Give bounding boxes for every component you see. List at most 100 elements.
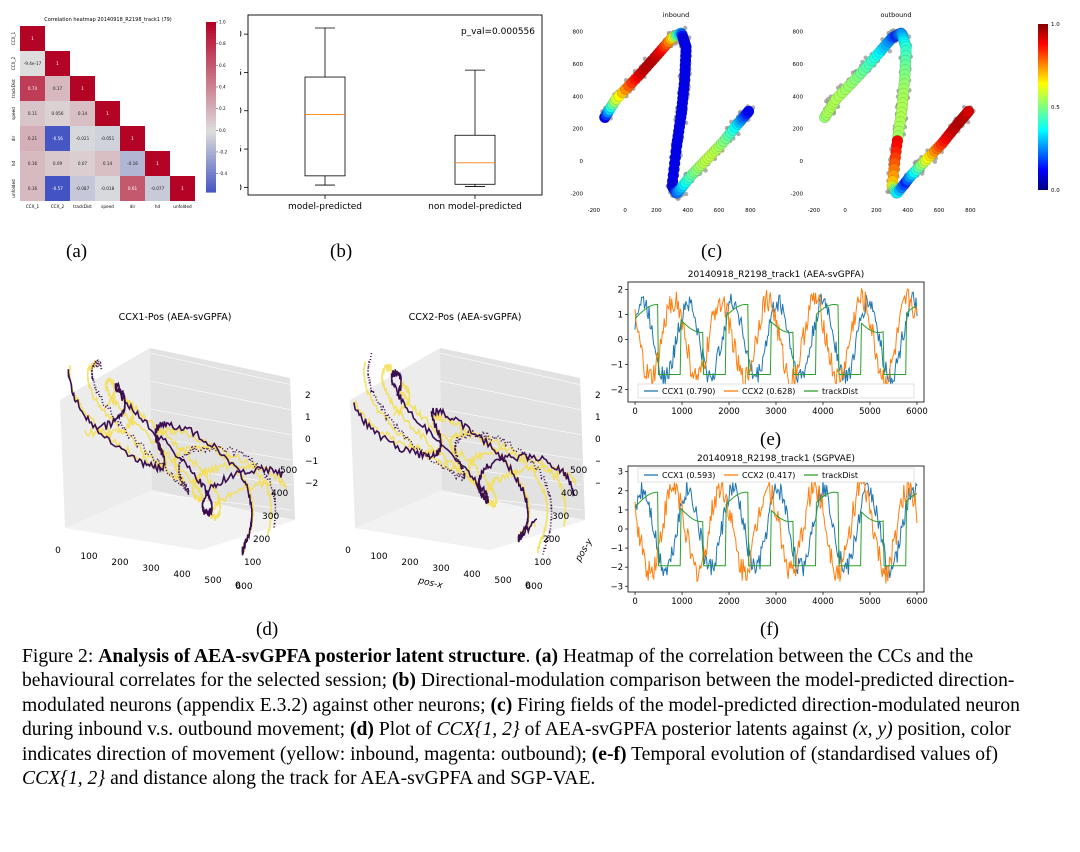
colorbar-segment	[206, 175, 216, 179]
heatmap-cell-value: 1	[106, 111, 109, 116]
y-tick-label: 400	[793, 94, 804, 100]
heatmap-cell	[20, 176, 45, 201]
x-tick-label: 5000	[859, 407, 881, 417]
z-tick-label: −1	[305, 457, 318, 467]
colorbar-segment	[206, 70, 216, 74]
heatmap-cell	[70, 76, 95, 101]
x-tick-label: 4000	[812, 407, 834, 417]
x-tick-label: 0	[632, 597, 637, 607]
rate-dot	[742, 105, 755, 117]
heatmap-cell-value: 0.16	[28, 161, 38, 166]
x-tick-label: 600	[235, 582, 252, 592]
grid-line	[149, 436, 293, 461]
heatmap-column-label: hd	[155, 204, 161, 209]
outbound-trajectory	[91, 358, 277, 529]
colorbar-segment	[206, 155, 216, 159]
timeseries-aea-panel: 20140918_R2198_track1 (AEA-svGPFA) 0 1000 2…	[610, 270, 927, 417]
colorbar-segment	[206, 158, 216, 162]
heatmap-row-label: speed	[11, 107, 16, 120]
colorbar-segment	[206, 87, 216, 91]
colorbar-tick-label: 1.0	[1051, 22, 1060, 28]
plot-frame	[627, 465, 925, 593]
colorbar-segment	[206, 78, 216, 83]
colorbar-segment	[206, 138, 216, 142]
caption-d-text2: of AEA-svGPFA posterior latents against	[519, 719, 853, 741]
x-tick-label: -200	[588, 208, 601, 213]
colorbar-tick-label: 0.0	[1051, 188, 1060, 194]
inbound-trajectory	[84, 395, 273, 522]
colorbar-segment	[206, 186, 216, 190]
colorbar-segment	[206, 115, 216, 119]
heatmap-cell-value: -0.16	[127, 161, 138, 166]
heatmap-cell-value: -0.087	[76, 186, 90, 191]
colorbar-segment	[206, 189, 216, 193]
x-tick-label: 400	[682, 208, 693, 213]
z-tick-label: −2	[595, 479, 600, 489]
sublabel-f: (f)	[760, 619, 779, 640]
heatmap-cell	[45, 51, 70, 76]
sublabel-b: (b)	[330, 241, 353, 262]
caption-d-label: (d)	[350, 719, 374, 741]
colorbar-segment	[206, 143, 216, 148]
legend-label: CCX1 (0.593)	[662, 471, 715, 480]
colorbar-tick-label: 1.0	[219, 20, 226, 25]
colorbar-tick-label: 0.8	[219, 41, 226, 46]
colorbar-segment	[206, 166, 216, 170]
timeseries-aea-plot: 20140918_R2198_track1 (AEA-svGPFA) 0 1000 2…	[610, 270, 927, 417]
heatmap-column-labels: CCX_1 CCX_2 trackDist speed dir hd unfolded	[26, 204, 192, 209]
z-tick-label: −2	[305, 479, 318, 489]
x-axis-label: pos-x	[416, 576, 444, 591]
plot-title: 20140918_R2198_track1 (AEA-svGPFA)	[688, 270, 864, 280]
colorbar-segment	[206, 126, 216, 131]
colorbar-segment	[206, 121, 216, 125]
colorbar-segment	[206, 24, 216, 29]
heatmap-panel: Correlation heatmap 20140918_R2198_track…	[11, 17, 228, 209]
box	[304, 76, 346, 177]
colorbar-segment	[206, 132, 216, 136]
colorbar-segment	[206, 61, 216, 66]
y-axis-label: pos-y	[573, 537, 595, 565]
legend: CCX1 (0.790) CCX2 (0.628) trackDist	[637, 383, 915, 399]
inbound-trajectory	[86, 359, 273, 536]
y-tick-label: 100	[244, 558, 261, 568]
heatmap-cell-value: 0.14	[103, 161, 113, 166]
legend: CCX1 (0.593) CCX2 (0.417) trackDist	[637, 467, 915, 483]
y-tick-label: 3	[618, 468, 623, 478]
y-tick-label: 0	[580, 159, 584, 165]
y-tick-label: 0.05	[240, 145, 242, 155]
series-line	[634, 304, 918, 375]
heatmap-cell	[45, 76, 70, 101]
caption-b-text: Directional-modulation comparison betwee…	[22, 670, 1015, 716]
heatmap-column-label: CCX_1	[26, 204, 40, 209]
heatmap-row-labels: CCX_1 CCX_2 trackDist speed dir hd unfolded	[11, 31, 16, 197]
latent-3d-panel: CCX1-Pos (AEA-svGPFA)0100200300400500600…	[55, 312, 600, 592]
timeseries-sgpvae-plot: 20140918_R2198_track1 (SGPVAE) 0 1000 2000 3…	[610, 454, 927, 607]
heatmap-cell	[70, 151, 95, 176]
boxplot-y-ticks: 0.00 0.05 0.10 0.15 0.20	[240, 30, 248, 193]
x-tick-label: 2000	[718, 407, 740, 417]
colorbar-segment	[206, 75, 216, 80]
heatmap-cell	[145, 151, 170, 176]
colorbar-segment	[206, 177, 216, 182]
colorbar-segment	[206, 36, 216, 40]
x-tick-label: 400	[463, 570, 480, 580]
caption-c-text: Firing fields of the model-predicted dir…	[22, 694, 1020, 741]
z-tick-label: 0	[595, 435, 600, 445]
colorbar-segment	[206, 53, 216, 57]
x-tick-label: 0	[843, 208, 847, 213]
colorbar-segment	[206, 67, 216, 71]
y-tick-label: 0	[618, 336, 623, 346]
y-tick-label: 1	[618, 311, 623, 321]
y-tick-label: 400	[271, 489, 288, 499]
grid-line	[149, 380, 293, 411]
y-tick-label: −1	[610, 544, 623, 554]
category-label: non model-predicted	[428, 202, 522, 212]
heatmap-cell	[20, 51, 45, 76]
series-line	[634, 476, 918, 584]
firing-field-colorbar: 1.0 0.5 0.0	[1038, 22, 1060, 194]
heatmap-cell-value: -0.077	[151, 186, 165, 191]
colorbar-segment	[206, 58, 216, 63]
x-tick-label: 1000	[671, 597, 693, 607]
x-tick-label: 1000	[671, 407, 693, 417]
outbound-trajectory	[353, 402, 538, 543]
